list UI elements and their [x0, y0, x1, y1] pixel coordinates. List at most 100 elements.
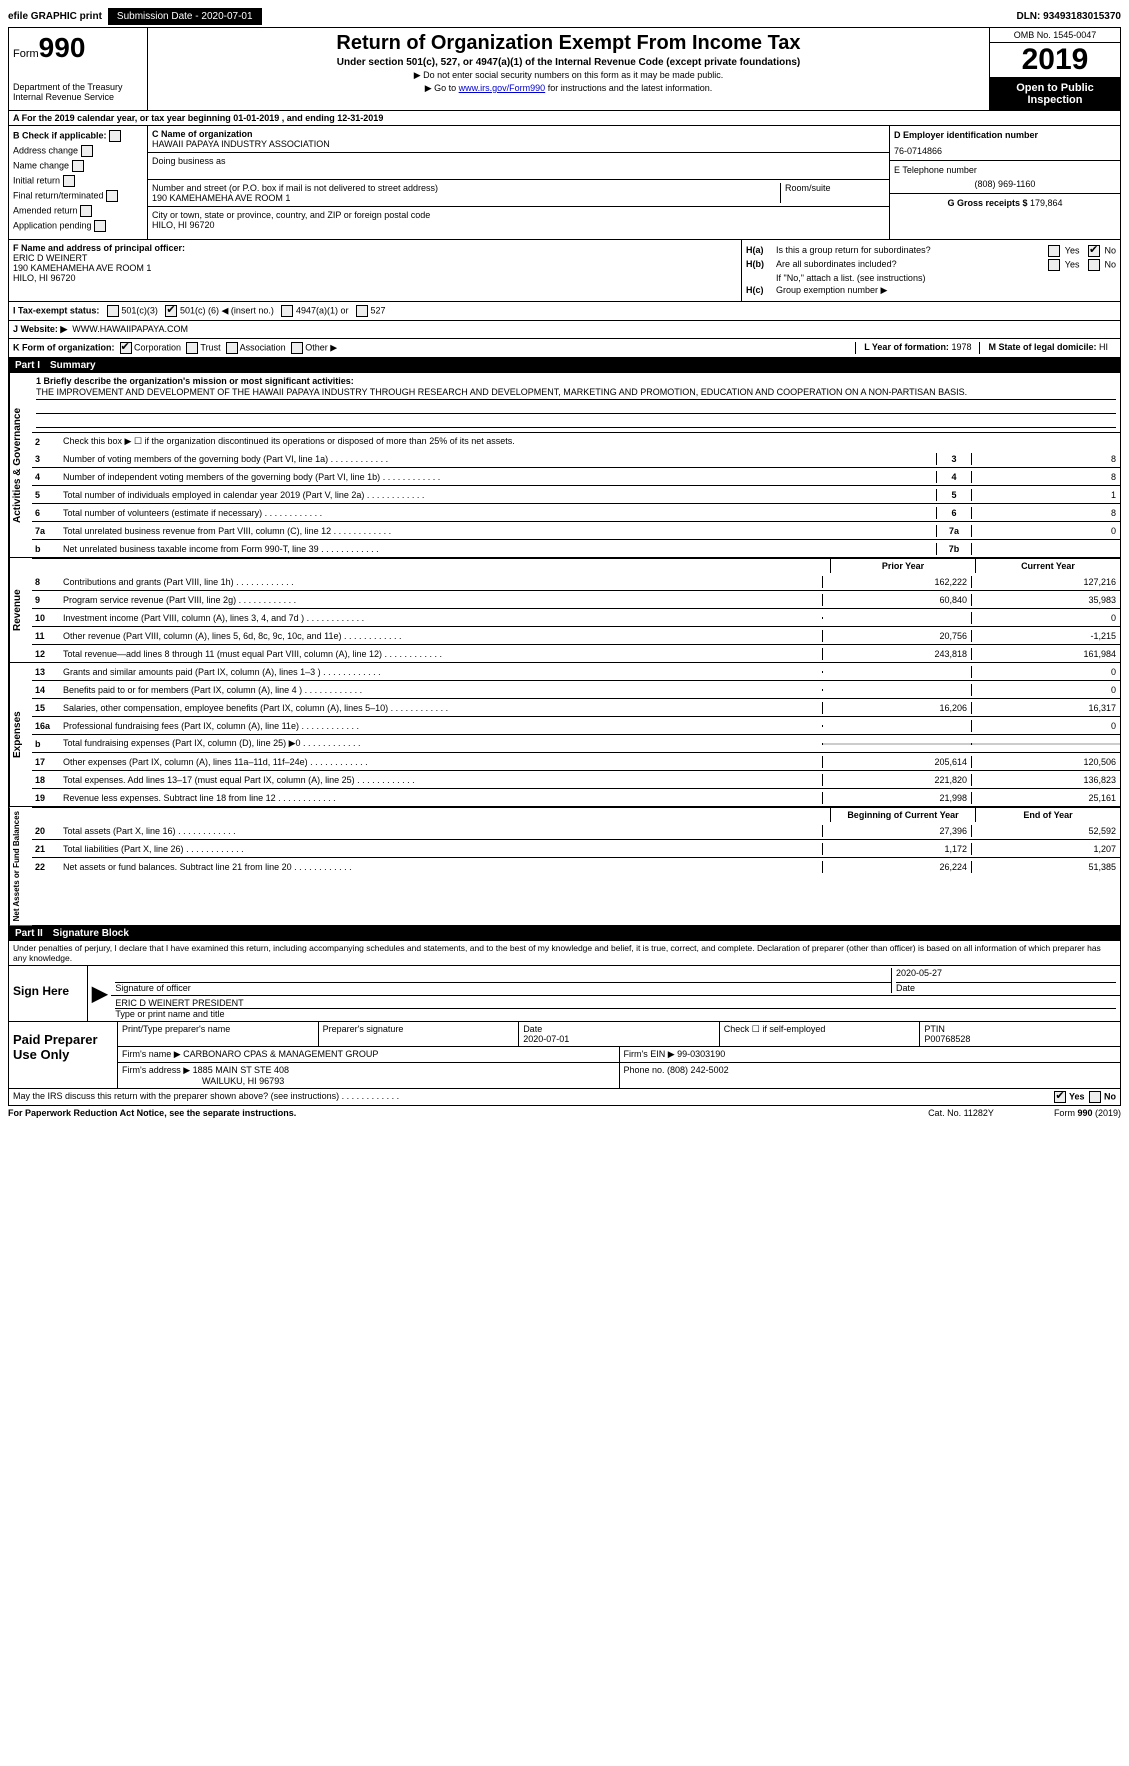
instr-1: ▶ Do not enter social security numbers o… — [152, 70, 985, 81]
summary-line: 22Net assets or fund balances. Subtract … — [32, 857, 1120, 875]
b-check-item: Application pending — [13, 220, 143, 232]
instr-2b: for instructions and the latest informat… — [545, 83, 712, 93]
website: WWW.HAWAIIPAPAYA.COM — [72, 324, 188, 334]
checkbox-icon[interactable] — [1048, 245, 1060, 257]
sig-name-label: Type or print name and title — [115, 1009, 1116, 1019]
header-left: Form990 Department of the Treasury Inter… — [9, 28, 148, 110]
mission-label: 1 Briefly describe the organization's mi… — [36, 376, 1116, 386]
k-label: K Form of organization: — [13, 342, 115, 352]
form-prefix: Form — [13, 48, 39, 60]
form-container: Form990 Department of the Treasury Inter… — [8, 27, 1121, 1106]
checkbox-icon[interactable] — [1088, 259, 1100, 271]
part2-title: Signature Block — [53, 928, 129, 939]
part1-bar: Part I Summary — [9, 358, 1120, 373]
activities-section: Activities & Governance 1 Briefly descri… — [9, 373, 1120, 558]
header-right: OMB No. 1545-0047 2019 Open to Public In… — [989, 28, 1120, 110]
checkbox-icon[interactable] — [109, 130, 121, 142]
section-fh: F Name and address of principal officer:… — [9, 240, 1120, 302]
summary-line: bTotal fundraising expenses (Part IX, co… — [32, 734, 1120, 752]
b-check-item: Final return/terminated — [13, 190, 143, 202]
checkbox-icon[interactable] — [94, 220, 106, 232]
col-c: C Name of organizationHAWAII PAPAYA INDU… — [148, 126, 889, 239]
checkbox-icon[interactable] — [186, 342, 198, 354]
line2-text: Check this box ▶ ☐ if the organization d… — [60, 435, 1120, 448]
summary-line: 13Grants and similar amounts paid (Part … — [32, 663, 1120, 680]
efile-label: efile GRAPHIC print — [8, 11, 102, 22]
expenses-label: Expenses — [9, 663, 32, 806]
summary-line: 15Salaries, other compensation, employee… — [32, 698, 1120, 716]
f-addr1: 190 KAMEHAMEHA AVE ROOM 1 — [13, 263, 737, 273]
hc-text: Group exemption number ▶ — [776, 285, 1116, 296]
discuss-text: May the IRS discuss this return with the… — [13, 1091, 399, 1103]
sig-date-label: Date — [896, 983, 1116, 993]
tax-status-row: I Tax-exempt status: 501(c)(3) 501(c) (6… — [9, 302, 1120, 321]
row-a: A For the 2019 calendar year, or tax yea… — [9, 111, 1120, 126]
checkbox-icon[interactable] — [291, 342, 303, 354]
sig-officer-label: Signature of officer — [115, 983, 891, 993]
checkbox-icon[interactable] — [107, 305, 119, 317]
summary-line: 18Total expenses. Add lines 13–17 (must … — [32, 770, 1120, 788]
tax-year: 2019 — [990, 43, 1120, 78]
summary-line: 19Revenue less expenses. Subtract line 1… — [32, 788, 1120, 806]
checkbox-icon[interactable] — [120, 342, 132, 354]
checkbox-icon[interactable] — [1088, 245, 1100, 257]
checkbox-icon[interactable] — [63, 175, 75, 187]
form-header: Form990 Department of the Treasury Inter… — [9, 28, 1120, 111]
sign-here-row: Sign Here ▶ Signature of officer 2020-05… — [9, 966, 1120, 1021]
ha-yn: Yes No — [1042, 245, 1116, 257]
summary-line: 17Other expenses (Part IX, column (A), l… — [32, 752, 1120, 770]
submission-date: Submission Date - 2020-07-01 — [108, 8, 262, 25]
dept-treasury: Department of the Treasury — [13, 82, 143, 92]
hb-text: Are all subordinates included? — [776, 259, 1042, 271]
checkbox-icon[interactable] — [226, 342, 238, 354]
mission-text: THE IMPROVEMENT AND DEVELOPMENT OF THE H… — [36, 387, 1116, 400]
checkbox-icon[interactable] — [281, 305, 293, 317]
hc-label: H(c) — [746, 285, 776, 296]
checkbox-icon[interactable] — [1089, 1091, 1101, 1103]
instr-2: ▶ Go to www.irs.gov/Form990 for instruct… — [152, 83, 985, 94]
c-name-label: C Name of organization — [152, 129, 885, 139]
summary-line: 9Program service revenue (Part VIII, lin… — [32, 590, 1120, 608]
summary-line: 8Contributions and grants (Part VIII, li… — [32, 573, 1120, 590]
dept-irs: Internal Revenue Service — [13, 92, 143, 102]
revenue-section: Revenue Prior YearCurrent Year 8Contribu… — [9, 558, 1120, 663]
checkbox-icon[interactable] — [80, 205, 92, 217]
checkbox-icon[interactable] — [72, 160, 84, 172]
summary-line: bNet unrelated business taxable income f… — [32, 539, 1120, 557]
city-label: City or town, state or province, country… — [152, 210, 885, 220]
open-inspection: Open to Public Inspection — [990, 78, 1120, 110]
street: 190 KAMEHAMEHA AVE ROOM 1 — [152, 193, 776, 203]
checkbox-icon[interactable] — [1054, 1091, 1066, 1103]
summary-line: 12Total revenue—add lines 8 through 11 (… — [32, 644, 1120, 662]
footer-left: For Paperwork Reduction Act Notice, see … — [8, 1108, 296, 1118]
irs-link[interactable]: www.irs.gov/Form990 — [459, 83, 546, 93]
summary-line: 6Total number of volunteers (estimate if… — [32, 503, 1120, 521]
form-title: Return of Organization Exempt From Incom… — [152, 32, 985, 55]
c-name: HAWAII PAPAYA INDUSTRY ASSOCIATION — [152, 139, 885, 149]
checkbox-icon[interactable] — [1048, 259, 1060, 271]
summary-line: 11Other revenue (Part VIII, column (A), … — [32, 626, 1120, 644]
instr-2a: ▶ Go to — [425, 83, 459, 93]
net-label: Net Assets or Fund Balances — [9, 807, 32, 925]
checkbox-icon[interactable] — [81, 145, 93, 157]
checkbox-icon[interactable] — [106, 190, 118, 202]
summary-line: 14Benefits paid to or for members (Part … — [32, 680, 1120, 698]
summary-line: 16aProfessional fundraising fees (Part I… — [32, 716, 1120, 734]
net-section: Net Assets or Fund Balances Beginning of… — [9, 807, 1120, 926]
checkbox-icon[interactable] — [356, 305, 368, 317]
footer-mid: Cat. No. 11282Y — [928, 1108, 994, 1118]
summary-line: 10Investment income (Part VIII, column (… — [32, 608, 1120, 626]
col-b: B Check if applicable: Address change Na… — [9, 126, 148, 239]
ein: 76-0714866 — [894, 146, 1116, 156]
checkbox-icon[interactable] — [165, 305, 177, 317]
ha-label: H(a) — [746, 245, 776, 257]
activities-label: Activities & Governance — [9, 373, 32, 557]
b-check-item: Address change — [13, 145, 143, 157]
sign-here-label: Sign Here — [9, 966, 88, 1021]
city: HILO, HI 96720 — [152, 220, 885, 230]
ein-label: D Employer identification number — [894, 130, 1116, 140]
b-check-item: Name change — [13, 160, 143, 172]
page-footer: For Paperwork Reduction Act Notice, see … — [8, 1106, 1121, 1120]
hb-label: H(b) — [746, 259, 776, 271]
omb-no: OMB No. 1545-0047 — [990, 28, 1120, 43]
